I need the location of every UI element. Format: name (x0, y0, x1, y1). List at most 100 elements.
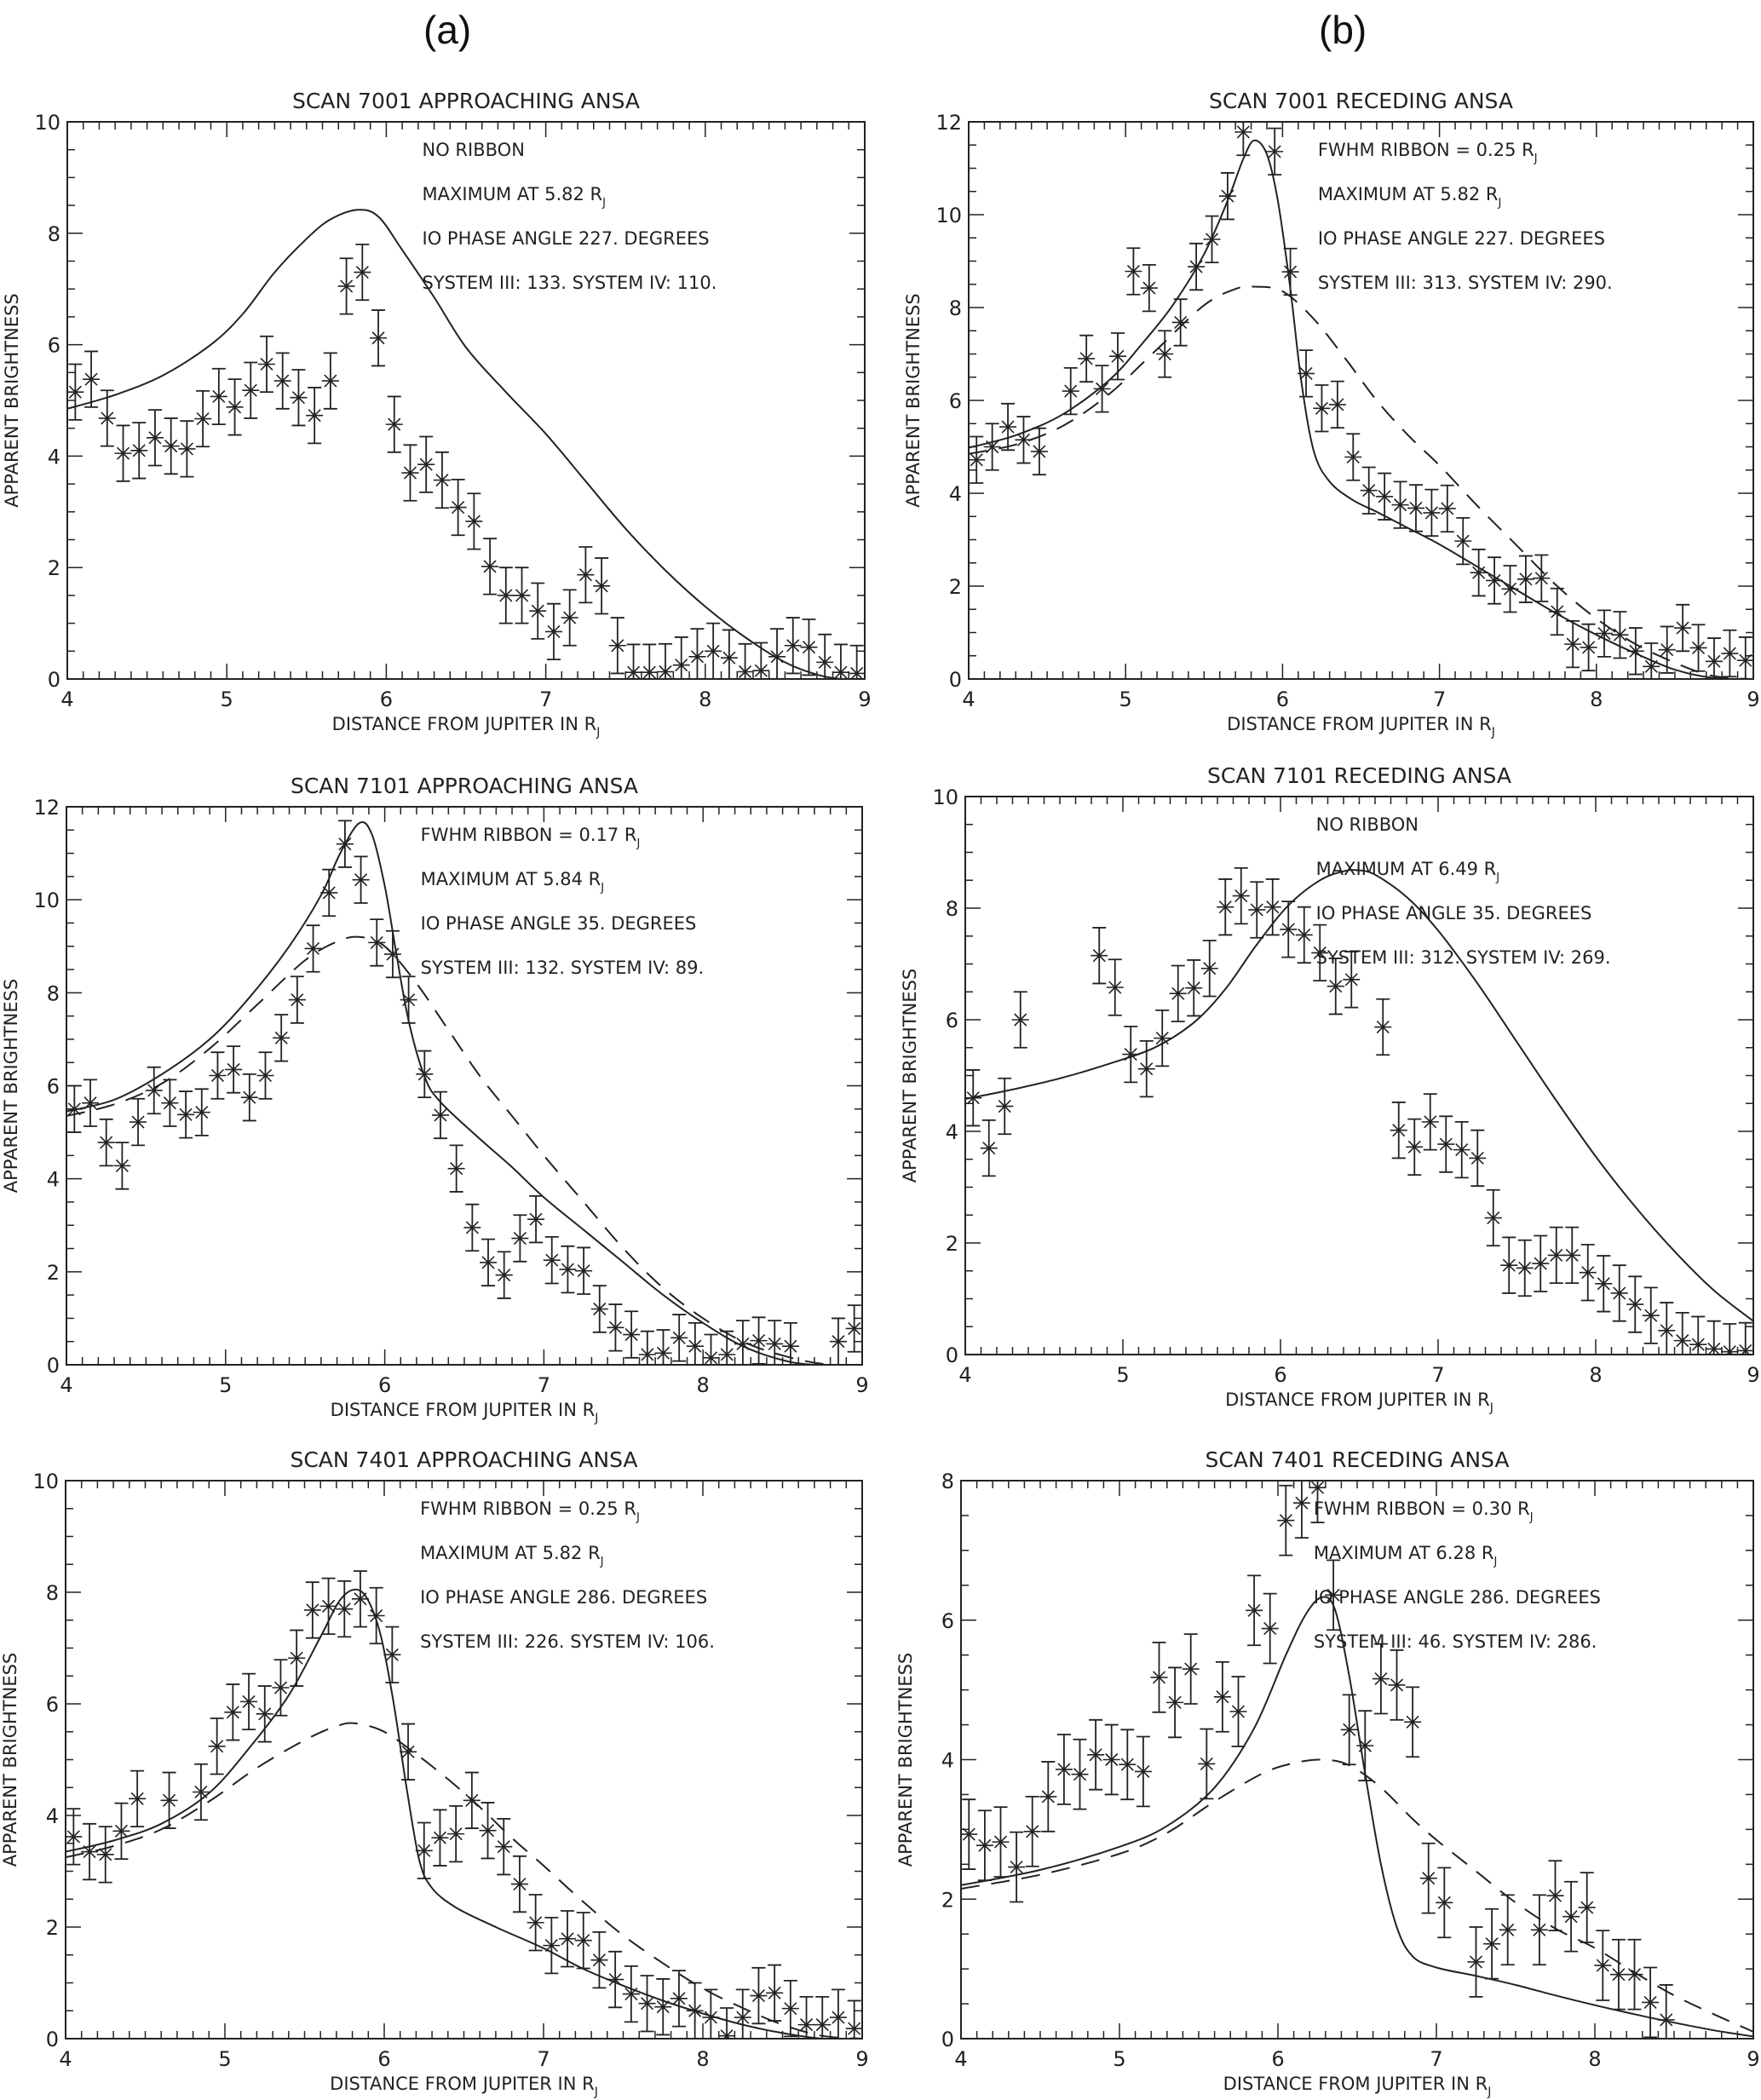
marker-stroke (1329, 980, 1343, 993)
marker-stroke (1281, 923, 1295, 936)
data-point (1372, 1643, 1390, 1715)
marker-stroke (130, 1792, 144, 1805)
data-point (113, 1142, 131, 1190)
marker-stroke (1014, 1013, 1027, 1027)
marker-stroke (194, 1785, 208, 1799)
marker-stroke (465, 1793, 479, 1807)
data-point (290, 369, 308, 427)
x-tick-label: 9 (1747, 688, 1759, 711)
marker-stroke (1140, 1062, 1154, 1076)
x-tick-label: 5 (1113, 2047, 1125, 2071)
marker-stroke (370, 935, 383, 949)
data-point (961, 1798, 978, 1870)
y-tick-label: 10 (33, 889, 60, 912)
marker-stroke (608, 1320, 623, 1334)
model-curve-solid (66, 820, 862, 1365)
marker-stroke (1142, 281, 1156, 295)
data-point (734, 1320, 751, 1365)
data-point (449, 478, 467, 537)
marker-stroke (739, 665, 752, 679)
annotation-line: SYSTEM III: 133. SYSTEM IV: 110. (423, 273, 717, 293)
marker-stroke (832, 1335, 845, 1349)
data-point (1327, 958, 1344, 1015)
x-axis-title-subscript: J (1487, 2086, 1491, 2099)
x-axis-title-subscript: J (1489, 1401, 1493, 1415)
x-tick-label: 8 (1588, 2047, 1601, 2071)
annotation-subscript: J (1534, 152, 1538, 165)
y-tick-label: 4 (46, 1804, 59, 1828)
marker-stroke (322, 886, 336, 900)
data-point (1499, 1894, 1516, 1966)
y-tick-label: 0 (47, 1354, 60, 1378)
data-point (670, 1970, 688, 2028)
marker-stroke (577, 1934, 590, 1948)
annotation-text: FWHM RIBBON = 0.30 R (1314, 1499, 1530, 1519)
plot-frame (66, 806, 863, 1366)
marker-stroke (544, 1939, 558, 1953)
data-point (240, 1073, 258, 1122)
x-axis-title: DISTANCE FROM JUPITER IN RJ (1225, 1389, 1493, 1415)
marker-stroke (641, 1348, 654, 1361)
marker-stroke (402, 992, 416, 1007)
data-point (766, 1964, 784, 2022)
marker-stroke (291, 992, 304, 1007)
x-tick-label: 7 (538, 1373, 550, 1397)
data-point (575, 1246, 593, 1295)
data-point (1453, 1120, 1470, 1179)
x-tick-label: 9 (858, 688, 871, 711)
data-point (750, 1966, 768, 2025)
marker-stroke (210, 1740, 224, 1753)
data-point (1705, 1320, 1723, 1355)
y-tick-label: 8 (941, 1470, 954, 1493)
marker-stroke (672, 1331, 686, 1344)
annotation-line: IO PHASE ANGLE 227. DEGREES (1318, 228, 1605, 249)
marker-stroke (611, 639, 624, 653)
marker-stroke (164, 440, 178, 453)
x-tick-label: 9 (1747, 2047, 1759, 2071)
data-point (1248, 881, 1266, 939)
data-point (999, 402, 1017, 452)
marker-stroke (1041, 1790, 1055, 1804)
marker-stroke (227, 1062, 240, 1076)
marker-stroke (115, 1159, 129, 1172)
data-point (96, 1826, 114, 1884)
marker-stroke (306, 941, 320, 956)
data-point (1594, 1930, 1612, 2001)
annotation-subscript: J (1493, 1556, 1497, 1568)
marker-stroke (675, 659, 688, 672)
annotation-text: MAXIMUM AT 5.84 R (421, 869, 601, 889)
data-point (1404, 1686, 1422, 1758)
data-point (1562, 1880, 1580, 1953)
data-point (781, 1321, 799, 1365)
data-point (210, 367, 227, 426)
marker-stroke (1064, 384, 1078, 398)
x-tick-label: 5 (219, 1373, 232, 1397)
x-tick-label: 7 (1433, 688, 1446, 711)
data-point (720, 629, 738, 679)
marker-stroke (592, 1953, 607, 1967)
marker-stroke (371, 331, 385, 345)
marker-stroke (290, 1651, 303, 1665)
annotation-subscript: J (636, 837, 641, 850)
marker-stroke (688, 2004, 702, 2017)
marker-stroke (226, 1706, 239, 1719)
marker-stroke (1660, 643, 1674, 657)
marker-stroke (1723, 647, 1736, 660)
marker-stroke (736, 2011, 750, 2024)
data-point (1658, 1302, 1676, 1355)
model-curve-dashed (969, 285, 1753, 679)
data-point (1232, 866, 1250, 925)
data-point (400, 1723, 417, 1781)
plot-frame (968, 121, 1754, 680)
marker-stroke (1424, 506, 1438, 520)
data-point (593, 557, 611, 615)
data-point (1030, 427, 1048, 476)
data-point (1171, 298, 1189, 347)
marker-stroke (531, 604, 544, 618)
data-point (1140, 263, 1158, 313)
chart-panel-b2: SCAN 7101 RECEDING ANSA 4 5 6 7 8 9 0 2 4 6 8 10 DIST… (900, 763, 1760, 1415)
data-point (1500, 1236, 1518, 1294)
data-point (162, 417, 180, 475)
marker-stroke (513, 1231, 527, 1246)
marker-stroke (1310, 1481, 1325, 1494)
